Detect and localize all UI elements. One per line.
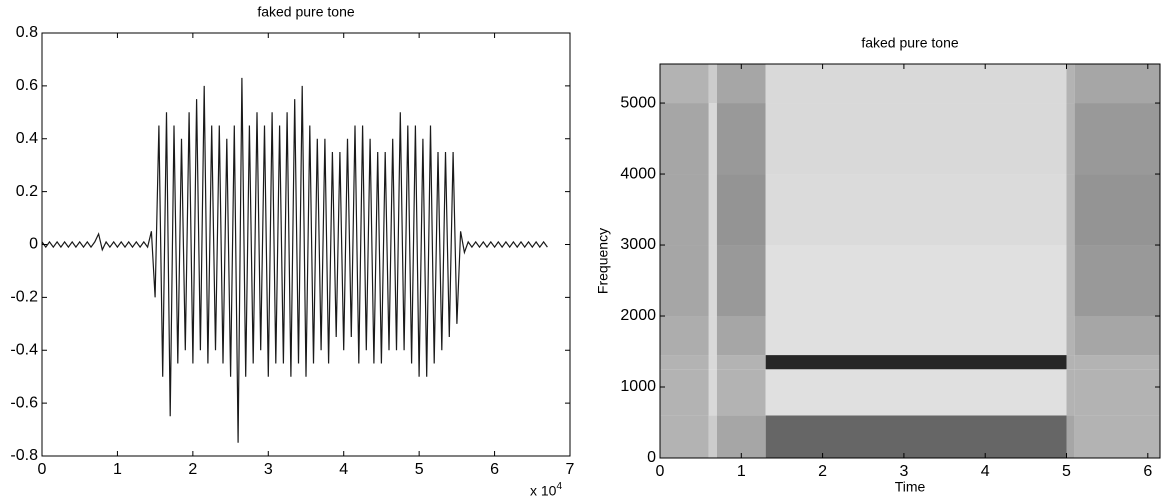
spectrogram-cell bbox=[765, 174, 1067, 246]
spectrogram-cell bbox=[1074, 369, 1160, 416]
spectrogram-cell bbox=[1074, 415, 1160, 458]
spectrogram-cell bbox=[765, 355, 1067, 370]
spectrogram-cell bbox=[716, 245, 766, 317]
spectrogram-cell bbox=[708, 103, 717, 175]
y-tick-label: 0 bbox=[647, 449, 656, 466]
y-tick-label: 0.4 bbox=[16, 130, 38, 147]
waveform bbox=[41, 77, 548, 443]
chart-title: faked pure tone bbox=[257, 4, 355, 20]
spectrogram-cell bbox=[1074, 174, 1160, 246]
chart-title: faked pure tone bbox=[861, 35, 959, 51]
x-multiplier: x 104 bbox=[530, 481, 562, 499]
x-tick-label: 0 bbox=[38, 461, 47, 478]
spectrogram-cell bbox=[765, 316, 1067, 356]
x-tick-label: 6 bbox=[1143, 463, 1152, 480]
y-tick-label: -0.4 bbox=[10, 341, 38, 358]
spectrogram-cell bbox=[716, 64, 766, 104]
spectrogram-cell bbox=[660, 316, 709, 356]
spectrogram-cell bbox=[660, 415, 709, 458]
x-tick-label: 0 bbox=[656, 463, 665, 480]
spectrogram-cell bbox=[716, 369, 766, 416]
spectrogram-cell bbox=[765, 103, 1067, 175]
x-tick-label: 7 bbox=[566, 461, 575, 478]
x-tick-label: 3 bbox=[264, 461, 273, 478]
spectrogram-cell bbox=[660, 174, 709, 246]
x-tick-label: 3 bbox=[899, 463, 908, 480]
spectrogram-cell bbox=[708, 415, 717, 458]
spectrogram-cell bbox=[1066, 174, 1075, 246]
x-tick-label: 1 bbox=[737, 463, 746, 480]
x-tick-label: 1 bbox=[113, 461, 122, 478]
x-tick-label: 5 bbox=[415, 461, 424, 478]
spectrogram-cell bbox=[660, 369, 709, 416]
plot-frame bbox=[41, 32, 571, 457]
plot-frame bbox=[659, 63, 1161, 459]
x-tick-label: 2 bbox=[188, 461, 197, 478]
spectrogram-cell bbox=[1074, 355, 1160, 370]
x-axis-label: Time bbox=[895, 479, 926, 495]
y-tick-label: -0.2 bbox=[10, 289, 38, 306]
y-tick-label: 0.6 bbox=[16, 77, 38, 94]
spectrogram-cell bbox=[765, 369, 1067, 416]
x-tick-label: 4 bbox=[339, 461, 348, 478]
y-tick-label: 2000 bbox=[620, 307, 656, 324]
spectrogram-cell bbox=[716, 103, 766, 175]
spectrogram-cell bbox=[1066, 369, 1075, 416]
spectrogram-cell bbox=[660, 64, 709, 104]
spectrogram-cell bbox=[1074, 64, 1160, 104]
spectrogram-cell bbox=[716, 174, 766, 246]
spectrogram-cell bbox=[1066, 103, 1075, 175]
spectrogram-cell bbox=[708, 174, 717, 246]
x-tick-label: 4 bbox=[981, 463, 990, 480]
spectrogram-cell bbox=[716, 316, 766, 356]
spectrogram-cell bbox=[765, 245, 1067, 317]
spectrogram-cell bbox=[765, 64, 1067, 104]
spectrogram-cell bbox=[708, 369, 717, 416]
y-tick-label: 4000 bbox=[620, 165, 656, 182]
spectrogram-cell bbox=[765, 415, 1067, 458]
spectrogram-cell bbox=[708, 245, 717, 317]
x-tick-label: 6 bbox=[490, 461, 499, 478]
spectrogram-cell bbox=[1074, 103, 1160, 175]
y-tick-label: 5000 bbox=[620, 94, 656, 111]
y-axis-label: Frequency bbox=[595, 228, 611, 294]
spectrogram-cell bbox=[716, 415, 766, 458]
y-tick-label: 0 bbox=[29, 236, 38, 253]
x-tick-label: 5 bbox=[1062, 463, 1071, 480]
spectrogram-cell bbox=[708, 64, 717, 104]
y-tick-label: -0.6 bbox=[10, 394, 38, 411]
x-multiplier-exponent: 4 bbox=[556, 481, 562, 492]
x-tick-label: 2 bbox=[818, 463, 827, 480]
y-tick-label: 0.2 bbox=[16, 183, 38, 200]
spectrogram-cell bbox=[1074, 245, 1160, 317]
spectrogram-cell bbox=[1066, 64, 1075, 104]
y-tick-label: 0.8 bbox=[16, 24, 38, 41]
spectrogram-cell bbox=[660, 103, 709, 175]
y-tick-label: 3000 bbox=[620, 236, 656, 253]
y-tick-label: 1000 bbox=[620, 378, 656, 395]
spectrogram-cell bbox=[1074, 316, 1160, 356]
spectrogram-cell bbox=[708, 316, 717, 356]
spectrogram-cell bbox=[708, 355, 717, 370]
spectrogram-cell bbox=[1066, 355, 1075, 370]
spectrogram-cell bbox=[1066, 415, 1075, 458]
y-tick-label: -0.8 bbox=[10, 447, 38, 464]
spectrogram-cell bbox=[660, 245, 709, 317]
spectrogram-cell bbox=[1066, 316, 1075, 356]
spectrogram-cell bbox=[660, 355, 709, 370]
spectrogram-cell bbox=[1066, 245, 1075, 317]
spectrogram-cell bbox=[716, 355, 766, 370]
